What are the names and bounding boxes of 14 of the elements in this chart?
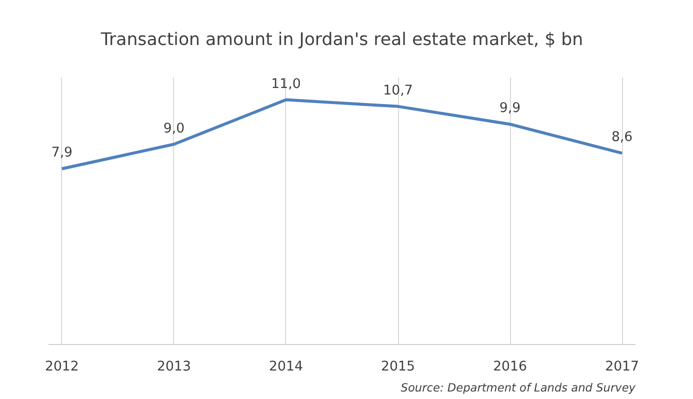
x-tick-label: 2013 xyxy=(157,360,191,374)
chart-title: Transaction amount in Jordan's real estate market, $ bn xyxy=(100,30,584,50)
data-label: 9,9 xyxy=(499,101,521,116)
source-note: Source: Department of Lands and Survey xyxy=(400,380,636,394)
x-tick-label: 2012 xyxy=(44,360,79,374)
data-label: 7,9 xyxy=(51,146,73,161)
data-label: 9,0 xyxy=(163,121,185,136)
data-label: 8,6 xyxy=(611,130,633,146)
x-tick-label: 2015 xyxy=(381,360,415,374)
x-tick-label: 2014 xyxy=(269,360,303,374)
x-tick-label: 2017 xyxy=(605,360,640,374)
data-label: 11,0 xyxy=(271,76,301,92)
x-tick-label: 2016 xyxy=(493,360,527,374)
data-label: 10,7 xyxy=(383,83,413,98)
